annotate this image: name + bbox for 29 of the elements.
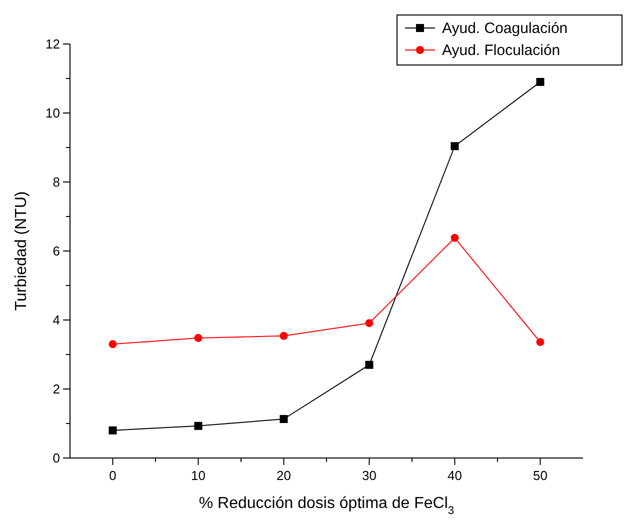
x-tick-label: 30 bbox=[362, 468, 376, 483]
y-tick-label: 4 bbox=[52, 312, 60, 328]
legend-label: Ayud. Coagulación bbox=[442, 20, 568, 37]
point bbox=[280, 332, 288, 340]
x-tick-label: 50 bbox=[533, 468, 548, 483]
y-tick-label: 8 bbox=[52, 174, 60, 190]
point bbox=[536, 78, 544, 86]
point bbox=[108, 426, 117, 434]
x-axis-title: % Reducción dosis óptima de FeCl$_{3}$ bbox=[198, 495, 454, 517]
point bbox=[365, 319, 374, 328]
y-tick-label: 6 bbox=[52, 244, 60, 258]
point bbox=[450, 142, 459, 150]
y-tick-label: 0 bbox=[52, 450, 60, 466]
point bbox=[450, 234, 459, 242]
x-tick-label: 20 bbox=[276, 468, 291, 483]
point bbox=[280, 415, 288, 424]
x-tick-label: 10 bbox=[191, 468, 206, 483]
x-tick-label: 40 bbox=[448, 468, 462, 483]
y-tick-label: 12 bbox=[46, 36, 60, 52]
point bbox=[108, 340, 117, 348]
legend-label: Ayud. Floculación bbox=[442, 42, 560, 59]
y-tick-label: 10 bbox=[46, 106, 60, 120]
y-tick-label: 2 bbox=[52, 382, 60, 396]
point bbox=[194, 422, 202, 430]
x-tick-label: 0 bbox=[109, 468, 116, 483]
point bbox=[365, 360, 374, 369]
point bbox=[194, 334, 202, 342]
point bbox=[536, 338, 544, 346]
y-axis-title: Turbiedad (NTU) bbox=[13, 191, 30, 311]
